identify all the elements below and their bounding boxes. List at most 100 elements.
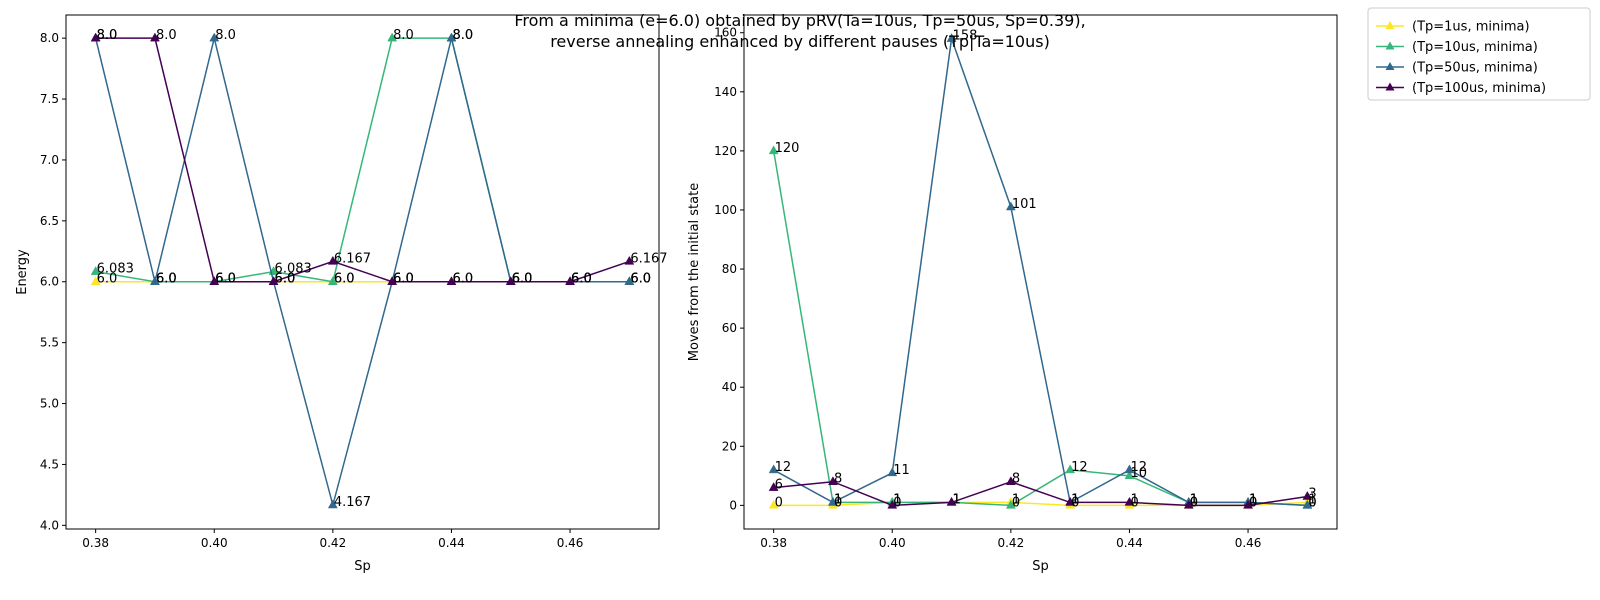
data-point (768, 482, 779, 491)
data-label: 8.0 (156, 28, 177, 43)
y-tick-label: 8.0 (40, 31, 59, 45)
data-label: 0 (893, 495, 901, 510)
data-label: 6.0 (334, 272, 355, 287)
x-tick-label: 0.40 (879, 536, 906, 550)
figure-title-line-1: From a minima (e=6.0) obtained by pRV(Ta… (514, 11, 1085, 30)
data-point (387, 276, 398, 285)
data-point (446, 276, 457, 285)
series-2-panel-1 (90, 32, 635, 285)
data-point (1005, 476, 1016, 485)
data-label: 1 (1012, 492, 1020, 507)
data-label: 120 (775, 141, 800, 156)
x-tick-label: 0.42 (319, 536, 346, 550)
data-label: 6.0 (452, 272, 473, 287)
data-label: 8.0 (452, 28, 473, 43)
data-point (446, 32, 457, 42)
data-point (327, 276, 338, 285)
x-tick-label: 0.40 (201, 536, 228, 550)
data-label: 4.167 (334, 495, 371, 510)
y-tick-label: 5.5 (40, 336, 59, 350)
y-axis-label: Energy (15, 249, 30, 295)
data-label: 6.167 (334, 251, 371, 266)
legend-entry: (Tp=50us, minima) (1376, 61, 1538, 76)
legend-entry: (Tp=1us, minima) (1376, 20, 1530, 35)
y-axis-label: Moves from the initial state (687, 183, 702, 361)
data-label: 6.0 (156, 272, 177, 287)
data-point (768, 464, 779, 474)
legend-marker (1385, 62, 1395, 70)
data-point (1183, 499, 1194, 509)
data-point (1302, 499, 1313, 509)
data-label: 6.0 (97, 272, 118, 287)
series-3-panel-2 (768, 33, 1313, 509)
x-tick-label: 0.38 (760, 536, 787, 550)
series-line (95, 37, 630, 283)
data-label: 158 (953, 29, 978, 44)
legend-label: (Tp=100us, minima) (1412, 81, 1546, 96)
data-point (1124, 496, 1135, 506)
y-tick-label: 6.0 (40, 275, 59, 289)
y-tick-label: 4.5 (40, 457, 59, 471)
x-axis-label: Sp (1032, 559, 1049, 574)
series-4-panel-2 (768, 476, 1313, 509)
data-label: 6.0 (571, 272, 592, 287)
data-label: 1 (953, 492, 961, 507)
data-label: 6.0 (393, 272, 414, 287)
data-label: 6.0 (275, 272, 296, 287)
legend-marker (1385, 82, 1395, 91)
legend-marker (1385, 41, 1395, 50)
data-label: 0 (1130, 495, 1138, 510)
data-point (565, 276, 575, 285)
data-point (90, 266, 101, 275)
data-label: 8 (834, 472, 842, 487)
data-label: 1 (834, 492, 842, 507)
data-point (1065, 464, 1076, 474)
data-label: 6.0 (215, 272, 236, 287)
y-tick-label: 20 (722, 439, 737, 453)
data-label: 3 (1308, 487, 1316, 502)
data-label: 6.0 (393, 272, 414, 287)
legend-entry: (Tp=10us, minima) (1376, 40, 1538, 55)
data-label: 8 (1012, 472, 1020, 487)
data-label: 6.0 (512, 272, 533, 287)
x-tick-label: 0.38 (82, 536, 109, 550)
data-point (624, 255, 635, 265)
data-point (505, 276, 516, 285)
data-point (1005, 201, 1016, 211)
data-label: 6.0 (334, 272, 355, 287)
data-point (887, 467, 898, 477)
data-point (150, 32, 160, 42)
series-3-panel-1 (90, 32, 635, 509)
data-label: 8.0 (452, 28, 473, 43)
data-label: 6.0 (630, 272, 651, 287)
data-point (327, 499, 338, 509)
data-label: 1 (953, 492, 961, 507)
y-tick-label: 60 (722, 321, 737, 335)
data-label: 6.0 (156, 272, 177, 287)
data-point (387, 32, 398, 42)
data-point (1005, 499, 1016, 509)
data-label: 1 (1190, 492, 1198, 507)
x-tick-label: 0.46 (1235, 536, 1262, 550)
data-label: 6.0 (156, 272, 177, 287)
y-tick-label: 80 (722, 262, 737, 276)
data-label: 1 (834, 492, 842, 507)
data-label: 8.0 (97, 28, 118, 43)
data-label: 6.0 (512, 272, 533, 287)
data-point (768, 145, 779, 155)
legend-label: (Tp=1us, minima) (1412, 20, 1530, 35)
x-axis-label: Sp (354, 559, 371, 574)
data-label: 0 (1071, 495, 1079, 510)
data-point (828, 496, 838, 506)
y-tick-label: 140 (714, 85, 737, 99)
data-label: 1 (1249, 492, 1257, 507)
data-point (209, 276, 220, 285)
data-label: 1 (1130, 492, 1138, 507)
series-line (772, 150, 1308, 507)
data-label: 12 (1130, 460, 1147, 475)
series-4-panel-1 (90, 32, 635, 285)
data-label: 6.0 (571, 272, 592, 287)
legend-label: (Tp=50us, minima) (1412, 61, 1538, 76)
data-point (90, 276, 101, 285)
